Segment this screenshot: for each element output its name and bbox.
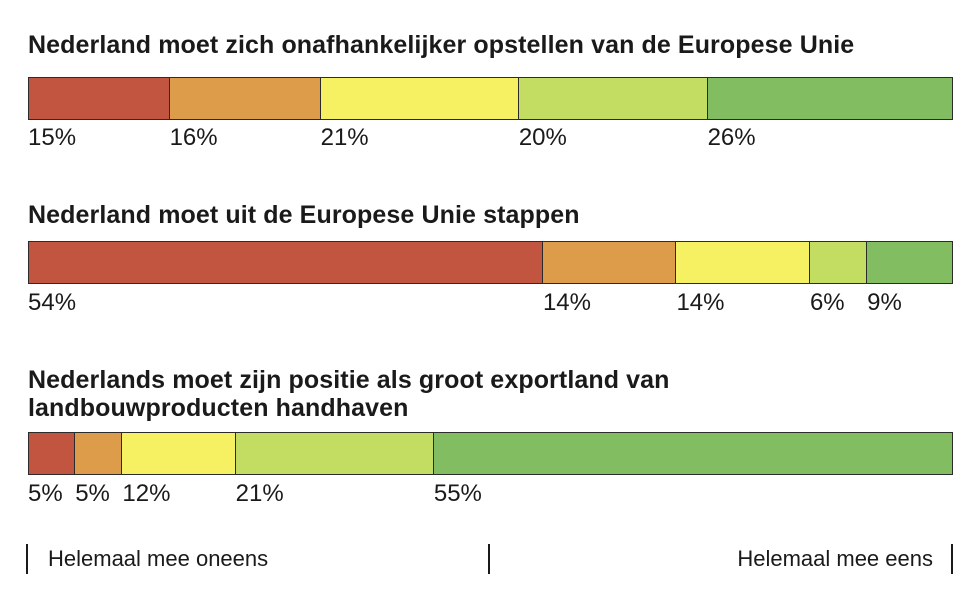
segment-value-label: 21% <box>235 480 284 507</box>
segment-value-label: 26% <box>707 124 756 151</box>
scale-label-agree: Helemaal mee eens <box>737 546 933 571</box>
bar-segment <box>676 241 810 284</box>
bar-segment <box>235 432 434 475</box>
segment-value-label: 5% <box>75 480 110 507</box>
bar-segment <box>28 241 543 284</box>
bar-segment <box>518 77 708 120</box>
segment-value-label: 55% <box>433 480 482 507</box>
segment-value-label: 6% <box>809 289 845 316</box>
segment-value-label: 16% <box>169 124 218 151</box>
axis-tick-right <box>951 544 953 574</box>
segment-value-label: 14% <box>676 289 725 316</box>
segment-value-label: 14% <box>542 289 591 316</box>
stacked-bar <box>28 432 953 475</box>
chart-row-independence: Nederland moet zich onafhankelijker opst… <box>28 31 953 161</box>
chart-title: Nederland moet zich onafhankelijker opst… <box>28 31 855 59</box>
bar-segment <box>122 432 236 475</box>
bar-segment <box>867 241 953 284</box>
segment-value-label: 5% <box>28 480 63 507</box>
stacked-bar <box>28 77 953 120</box>
bar-segment <box>28 432 76 475</box>
chart-row-export-position: Nederlands moet zijn positie als groot e… <box>28 366 953 516</box>
bar-value-labels: 5% 5% 12% 21% 55% <box>28 480 953 508</box>
segment-value-label: 54% <box>28 289 77 316</box>
segment-value-label: 9% <box>867 289 902 316</box>
scale-label-disagree: Helemaal mee oneens <box>48 546 269 571</box>
bar-value-labels: 15% 16% 21% 20% 26% <box>28 124 953 152</box>
chart-row-leave-eu: Nederland moet uit de Europese Unie stap… <box>28 201 953 331</box>
bar-segment <box>28 77 170 120</box>
stacked-bar <box>28 241 953 284</box>
bar-segment <box>542 241 677 284</box>
axis-tick-left <box>26 544 28 574</box>
segment-value-label: 20% <box>518 124 567 151</box>
bar-segment <box>707 77 953 120</box>
segment-value-label: 15% <box>28 124 77 151</box>
bar-segment <box>433 432 953 475</box>
axis-tick-middle <box>488 544 490 574</box>
bar-value-labels: 54% 14% 14% 6% 9% <box>28 289 953 317</box>
chart-title: Nederland moet uit de Europese Unie stap… <box>28 201 580 229</box>
chart-title: Nederlands moet zijn positie als groot e… <box>28 366 670 422</box>
bar-segment <box>320 77 519 120</box>
bar-segment <box>75 432 123 475</box>
bar-segment <box>169 77 321 120</box>
segment-value-label: 12% <box>122 480 171 507</box>
bar-segment <box>809 241 868 284</box>
segment-value-label: 21% <box>320 124 369 151</box>
